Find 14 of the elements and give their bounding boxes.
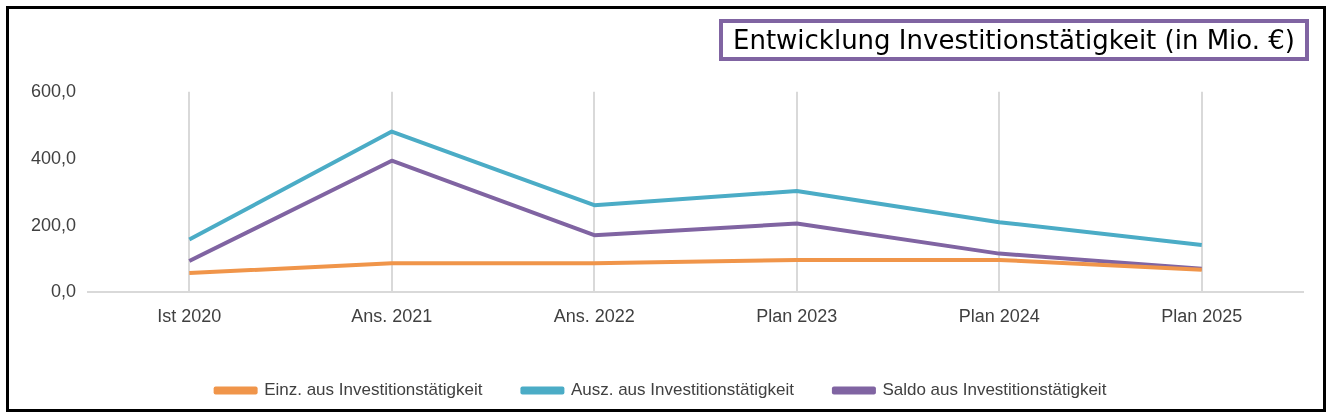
y-tick-label: 600,0	[31, 80, 77, 101]
x-tick-label: Plan 2023	[756, 306, 838, 327]
x-tick-label: Ans. 2022	[553, 306, 635, 327]
x-tick-label: Ans. 2021	[351, 306, 433, 327]
legend-label: Einz. aus Investitionstätigkeit	[264, 380, 483, 400]
x-tick-label: Ist 2020	[157, 306, 222, 327]
legend-label: Ausz. aus Investitionstätigkeit	[570, 380, 795, 400]
y-tick-label: 0,0	[51, 281, 77, 302]
chart-title: Entwicklung Investitionstätigkeit (in Mio. €)	[718, 19, 1309, 61]
y-tick-label: 200,0	[31, 214, 77, 235]
legend-label: Saldo aus Investitionstätigkeit	[882, 380, 1107, 400]
x-tick-label: Plan 2024	[958, 306, 1040, 327]
x-tick-label: Plan 2025	[1161, 306, 1243, 327]
y-tick-label: 400,0	[31, 147, 77, 168]
